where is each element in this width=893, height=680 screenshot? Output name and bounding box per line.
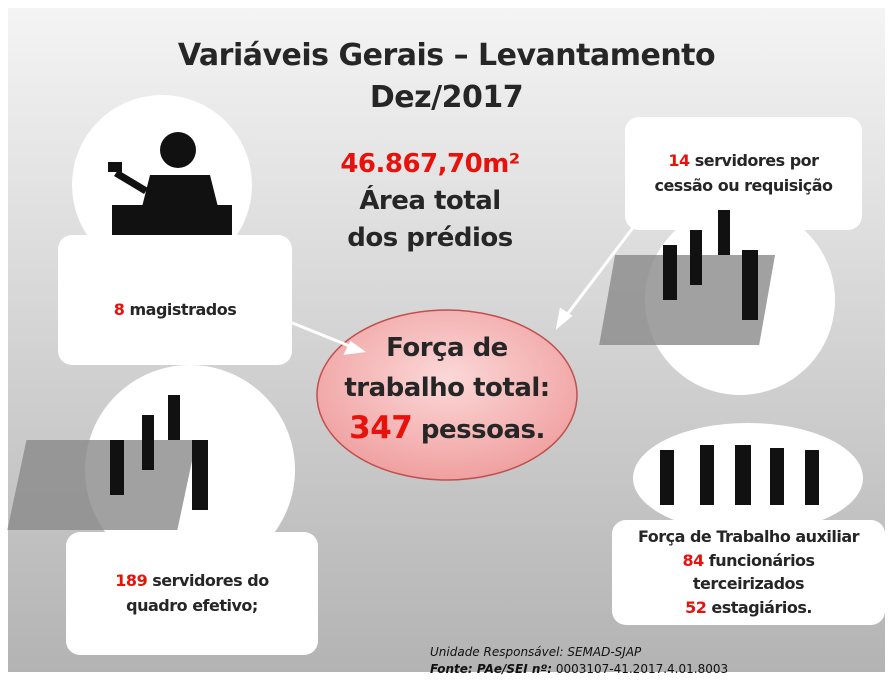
interns-number: 52 — [685, 598, 706, 617]
total-unit: pessoas. — [421, 415, 545, 445]
interns-label: estagiários. — [711, 598, 812, 617]
permanent: 189 servidores do quadro efetivo; — [66, 568, 318, 618]
footer-source-number: 0003107-41.2017.4.01.8003 — [556, 662, 728, 676]
footer-unit: Unidade Responsável: SEMAD-SJAP — [430, 645, 641, 659]
area-label: dos prédios — [347, 223, 512, 253]
area-value: 46.867,70m² — [340, 149, 519, 179]
ceded: 14 servidores por cessão ou requisição — [625, 148, 862, 198]
permanent-label: quadro efetivo; — [126, 596, 258, 615]
auxiliary: Força de Trabalho auxiliar 84 funcionário… — [612, 525, 885, 619]
outsourced-label: funcionários — [709, 551, 815, 570]
title-line: Dez/2017 — [370, 80, 523, 115]
area-block: 46.867,70m² Área total dos prédios — [330, 146, 530, 257]
total-text: trabalho total: — [344, 373, 549, 403]
title-line: Variáveis Gerais – Levantamento — [178, 38, 715, 73]
ceded-label: servidores por — [695, 151, 819, 170]
outsourced-label: terceirizados — [693, 574, 804, 593]
magistrates-number: 8 — [114, 300, 125, 319]
permanent-label: servidores do — [152, 571, 268, 590]
ceded-number: 14 — [668, 151, 689, 170]
total-number: 347 — [349, 410, 412, 446]
magistrates: 8 magistrados — [58, 300, 292, 319]
auxiliary-title: Força de Trabalho auxiliar — [638, 527, 859, 546]
area-label: Área total — [359, 186, 500, 216]
permanent-number: 189 — [115, 571, 147, 590]
footer-source-label: Fonte: PAe/SEI nº: — [430, 662, 552, 676]
outsourced-number: 84 — [682, 551, 703, 570]
total-block: Força de trabalho total: 347 pessoas. — [317, 328, 577, 450]
magistrates-label: magistrados — [129, 300, 236, 319]
footer: Unidade Responsável: SEMAD-SJAP Fonte: PA… — [430, 644, 728, 678]
slide: Variáveis Gerais – LevantamentoDez/2017 … — [0, 0, 893, 680]
title: Variáveis Gerais – Levantamento Dez/2017 — [0, 35, 893, 119]
ceded-label: cessão ou requisição — [654, 176, 832, 195]
total-text: Força de — [386, 333, 508, 363]
